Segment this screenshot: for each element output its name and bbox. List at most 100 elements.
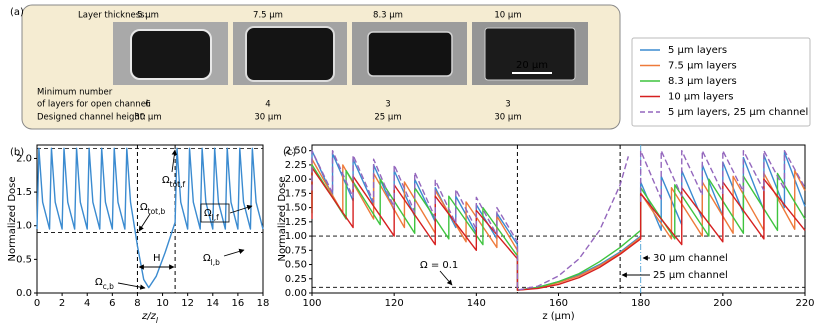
annotation-main: 30 μm channel <box>653 253 728 264</box>
x-axis-label-main: z (μm) <box>542 311 574 322</box>
annotation-arrow <box>171 149 178 173</box>
row-label: of layers for open channel: <box>37 100 151 110</box>
legend-label: 7.5 μm layers <box>668 61 737 72</box>
y-tick-label: 2.0 <box>16 153 32 164</box>
y-tick-label: 0.50 <box>285 260 307 271</box>
plot-frame <box>311 144 806 294</box>
annotation: 25 μm channel <box>653 270 728 281</box>
annotation-sub: l,f <box>212 213 219 222</box>
x-tick-label: 8 <box>134 298 140 309</box>
annotation-arrow <box>223 248 245 257</box>
layer-thickness: 10 μm <box>494 11 521 21</box>
annotation-sub: l,b <box>211 258 220 267</box>
annotation: H <box>153 253 161 264</box>
x-tick-label: 120 <box>385 298 404 309</box>
legend-box <box>631 37 811 127</box>
x-tick-label: 160 <box>549 298 568 309</box>
x-tick-label: 16 <box>232 298 245 309</box>
annotation-main: Ω = 0.1 <box>420 260 458 271</box>
y-tick-label: 1.75 <box>285 188 307 199</box>
channel-height: 30 μm <box>494 113 521 123</box>
annotation-sub: tot,f <box>170 180 186 189</box>
row-label: Minimum number <box>37 88 113 98</box>
y-tick-label: 0.00 <box>285 288 307 299</box>
annotation-arrow <box>439 270 453 286</box>
x-tick-label: 140 <box>467 298 486 309</box>
annotation-arrow <box>229 204 253 214</box>
channel-height: 30 μm <box>254 113 281 123</box>
channel-height: 30 μm <box>134 113 161 123</box>
y-tick-label: 0.25 <box>285 274 307 285</box>
annotation: Ωc,b <box>95 277 114 291</box>
annotation: Ωl,b <box>203 253 220 267</box>
y-tick-label: 1.5 <box>16 187 32 198</box>
micrograph <box>352 22 467 85</box>
x-tick-label: 12 <box>181 298 194 309</box>
layer-thickness: 8.3 μm <box>373 11 403 21</box>
x-tick-label: 0 <box>34 298 40 309</box>
annotation-main: Ω <box>203 253 211 264</box>
row-label: Designed channel height: <box>37 113 146 123</box>
y-tick-label: 0.0 <box>16 288 32 299</box>
row-label: Layer thickness: <box>78 11 147 21</box>
data-line <box>311 158 806 291</box>
x-tick-label: 180 <box>631 298 650 309</box>
annotation-main: Ω <box>162 175 170 186</box>
x-tick-label: 10 <box>156 298 169 309</box>
legend-label: 10 μm layers <box>668 92 733 103</box>
annotation: Ωtot,b <box>140 202 166 216</box>
data-line <box>36 147 264 289</box>
min-layers: 3 <box>385 100 390 110</box>
panel-label: (c) <box>283 147 296 158</box>
legend-label: 5 μm layers <box>668 45 727 56</box>
annotation-main: 25 μm channel <box>653 270 728 281</box>
legend-label: 8.3 μm layers <box>668 76 737 87</box>
min-layers: 3 <box>505 100 510 110</box>
annotation-box <box>200 203 230 223</box>
annotation: 30 μm channel <box>653 253 728 264</box>
layer-thickness: 7.5 μm <box>253 11 283 21</box>
min-layers: 6 <box>145 100 150 110</box>
annotation: Ωl,f <box>204 208 219 222</box>
annotation-sub: tot,b <box>148 207 166 216</box>
y-tick-label: 1.50 <box>285 203 307 214</box>
annotation-arrow <box>117 282 146 290</box>
x-tick-label: 2 <box>59 298 65 309</box>
y-tick-label: 1.0 <box>16 221 32 232</box>
y-tick-label: 2.00 <box>285 174 307 185</box>
min-layers: 4 <box>265 100 270 110</box>
data-line <box>311 149 806 291</box>
panel-label: (a) <box>10 7 24 18</box>
x-axis-label-sub: l <box>156 316 159 324</box>
channel-height: 25 μm <box>374 113 401 123</box>
x-tick-label: 6 <box>109 298 115 309</box>
y-tick-label: 2.25 <box>285 160 307 171</box>
y-tick-label: 1.25 <box>285 217 307 228</box>
annotation-main: Ω <box>140 202 148 213</box>
annotation-arrow <box>138 213 151 232</box>
data-line <box>311 167 806 291</box>
annotation-main: Ω <box>204 208 212 219</box>
data-line <box>311 164 806 291</box>
micrograph <box>113 22 228 85</box>
annotation-main: H <box>153 253 161 264</box>
y-tick-label: 1.00 <box>285 231 307 242</box>
panel-label: (b) <box>10 147 24 158</box>
y-tick-label: 0.5 <box>16 254 32 265</box>
y-tick-label: 0.75 <box>285 245 307 256</box>
annotation-main: Ω <box>95 277 103 288</box>
legend-label: 5 μm layers, 25 μm channel <box>668 107 808 118</box>
x-tick-label: 100 <box>302 298 321 309</box>
annotation: Ω = 0.1 <box>420 260 458 271</box>
layer-thickness: 5 μm <box>137 11 159 21</box>
x-tick-label: 200 <box>713 298 732 309</box>
x-tick-label: 220 <box>795 298 814 309</box>
x-axis-label: z (μm) <box>542 311 574 322</box>
x-axis-label: z/zl <box>141 311 159 324</box>
x-axis-label-main: z/z <box>141 311 157 322</box>
data-line <box>311 149 806 291</box>
annotation: Ωtot,f <box>162 175 186 189</box>
y-tick-label: 2.50 <box>285 146 307 157</box>
micrograph <box>233 22 347 85</box>
micrograph <box>472 22 588 85</box>
